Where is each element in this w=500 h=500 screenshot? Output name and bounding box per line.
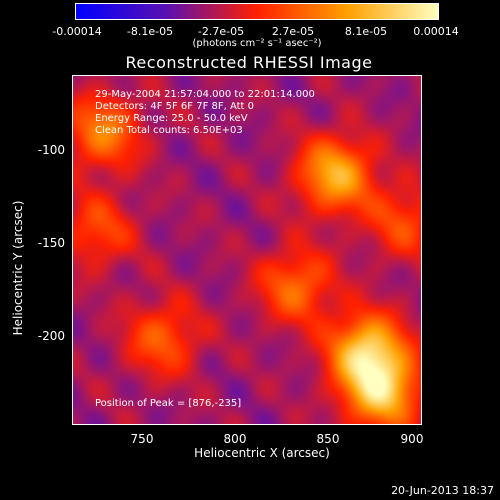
x-tick-label: 800 xyxy=(223,432,247,446)
y-axis-label: Heliocentric Y (arcsec) xyxy=(11,200,25,336)
chart-title: Reconstructed RHESSI Image xyxy=(125,53,373,72)
colorbar-tick-3: -2.7e-05 xyxy=(197,25,245,38)
colorbar-units: (photons cm⁻² s⁻¹ asec⁻²) xyxy=(192,38,322,49)
colorbar-tick-6: 0.00014 xyxy=(413,25,459,38)
y-tick-label: -150 xyxy=(37,236,65,250)
x-tick-label: 900 xyxy=(400,432,424,446)
y-tick-label: -200 xyxy=(37,329,65,343)
annotation-detectors: Detectors: 4F 5F 6F 7F 8F, Att 0 xyxy=(95,101,255,112)
x-axis-label: Heliocentric X (arcsec) xyxy=(194,446,330,460)
x-tick-label: 850 xyxy=(316,432,340,446)
plot-area xyxy=(72,75,422,425)
timestamp: 20-Jun-2013 18:37 xyxy=(391,484,494,497)
colorbar-tick-2: -8.1e-05 xyxy=(126,25,174,38)
annotation-counts: Clean Total counts: 6.50E+03 xyxy=(95,125,243,136)
heatmap-image xyxy=(73,76,421,424)
annotation-time: 29-May-2004 21:57:04.000 to 22:01:14.000 xyxy=(95,89,315,100)
colorbar-tick-4: 2.7e-05 xyxy=(271,25,315,38)
colorbar-tick-1: -0.00014 xyxy=(52,25,102,38)
y-tick-label: -100 xyxy=(37,143,65,157)
colorbar-tick-5: 8.1e-05 xyxy=(344,25,388,38)
colorbar xyxy=(75,3,439,20)
x-tick-label: 750 xyxy=(130,432,154,446)
annotation-energy: Energy Range: 25.0 - 50.0 keV xyxy=(95,113,248,124)
peak-position-label: Position of Peak = [876,-235] xyxy=(95,398,242,409)
